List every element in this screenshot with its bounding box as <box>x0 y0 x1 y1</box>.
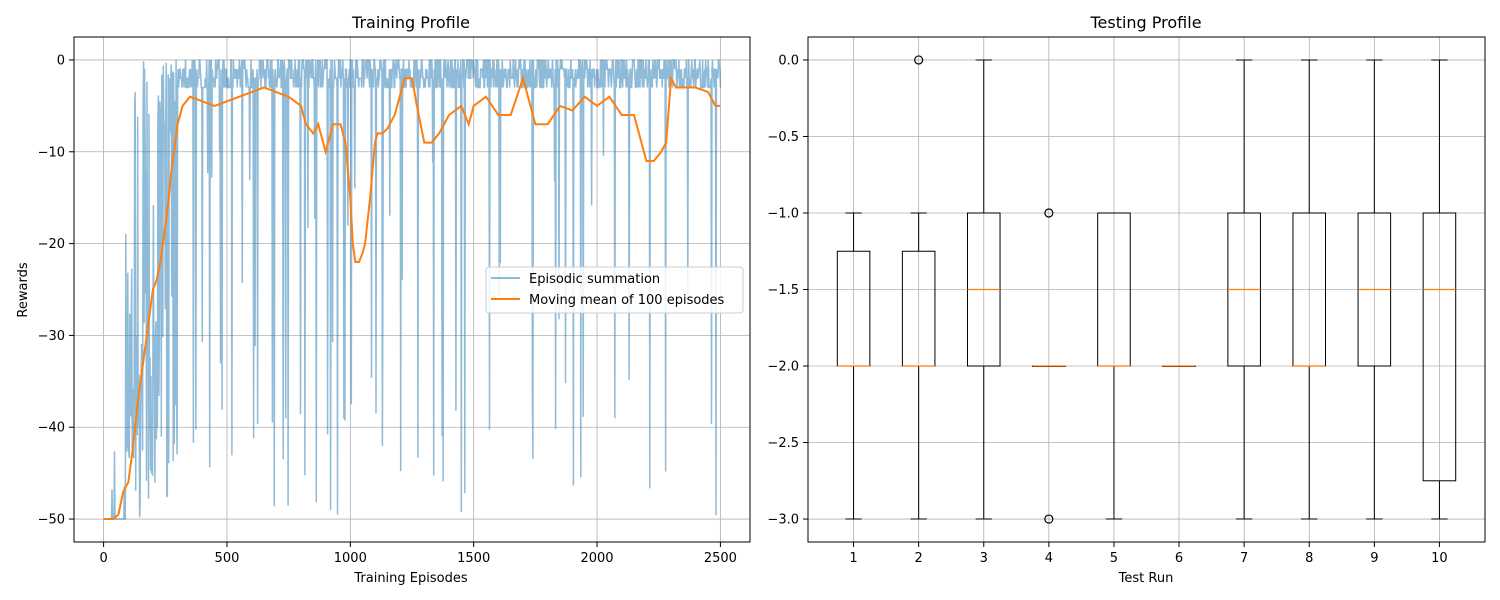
box-flier <box>1044 208 1054 218</box>
training-xtick-label: 1000 <box>334 551 367 566</box>
training-ytick-label: −40 <box>38 421 65 436</box>
testing-plot-area <box>836 55 1457 524</box>
box-9 <box>1357 59 1392 520</box>
legend-label-moving-mean: Moving mean of 100 episodes <box>529 293 725 308</box>
testing-chart: Testing Profile 0.0 −0.5 −1.0 −1.5 −2.0 −2.5 −… <box>767 13 1486 586</box>
testing-xtick-label: 7 <box>1240 551 1248 566</box>
legend-frame <box>485 266 744 314</box>
training-ytick-label: 0 <box>57 53 65 68</box>
testing-ytick-label: −0.5 <box>767 130 799 145</box>
box-8 <box>1292 59 1327 520</box>
testing-ytick-label: 0.0 <box>778 53 799 68</box>
training-xtick-label: 0 <box>99 551 107 566</box>
testing-xtick-label: 1 <box>849 551 857 566</box>
testing-xtick-label: 4 <box>1045 551 1053 566</box>
training-plot-area <box>103 59 722 520</box>
testing-xtick-label: 3 <box>980 551 988 566</box>
training-ytick-label: −50 <box>38 513 65 528</box>
training-legend: Episodic summation Moving mean of 100 ep… <box>485 266 744 314</box>
training-xlabel: Training Episodes <box>353 571 467 586</box>
training-xtick-label: 1500 <box>457 551 490 566</box>
testing-ytick-label: −2.5 <box>767 436 799 451</box>
box-7 <box>1227 59 1261 520</box>
moving-mean-line <box>103 74 721 520</box>
box-6 <box>1162 365 1196 368</box>
testing-xtick-label: 10 <box>1431 551 1448 566</box>
training-xtick-label: 500 <box>215 551 240 566</box>
training-xtick-label: 2500 <box>704 551 737 566</box>
testing-xtick-label: 6 <box>1175 551 1183 566</box>
training-ytick-label: −10 <box>38 145 65 160</box>
box-2 <box>901 55 936 520</box>
testing-xlabel: Test Run <box>1118 571 1174 586</box>
box-body <box>1422 212 1457 482</box>
training-chart: Training Profile 0 500 1000 1500 2000 2500 0 −1… <box>16 13 751 586</box>
legend-label-episodic: Episodic summation <box>529 272 660 287</box>
box-1 <box>836 212 871 520</box>
testing-ytick-label: −2.0 <box>767 360 799 375</box>
training-xtick-label: 2000 <box>580 551 613 566</box>
training-title: Training Profile <box>351 13 470 32</box>
testing-ytick-label: −1.5 <box>767 283 799 298</box>
testing-xtick-label: 5 <box>1110 551 1118 566</box>
testing-xtick-label: 8 <box>1305 551 1313 566</box>
box-flier <box>1044 514 1054 524</box>
box-3 <box>966 59 1001 520</box>
training-ticks: 0 500 1000 1500 2000 2500 0 −10 −20 −30 −40 −50 <box>38 53 737 566</box>
testing-xtick-label: 2 <box>915 551 923 566</box>
training-axes-frame <box>73 36 751 543</box>
testing-ytick-label: −3.0 <box>767 513 799 528</box>
training-ylabel: Rewards <box>16 262 31 317</box>
testing-xtick-label: 9 <box>1370 551 1378 566</box>
testing-ticks: 0.0 −0.5 −1.0 −1.5 −2.0 −2.5 −3.0 1 2 3 4 5 6 7 8 9 10 <box>767 53 1447 566</box>
box-flier <box>914 55 924 65</box>
testing-ytick-label: −1.0 <box>767 206 799 221</box>
training-ytick-label: −20 <box>38 237 65 252</box>
testing-title: Testing Profile <box>1089 13 1201 32</box>
box-4 <box>1032 208 1066 524</box>
training-ytick-label: −30 <box>38 329 65 344</box>
box-10 <box>1422 59 1457 520</box>
box-5 <box>1097 212 1131 520</box>
